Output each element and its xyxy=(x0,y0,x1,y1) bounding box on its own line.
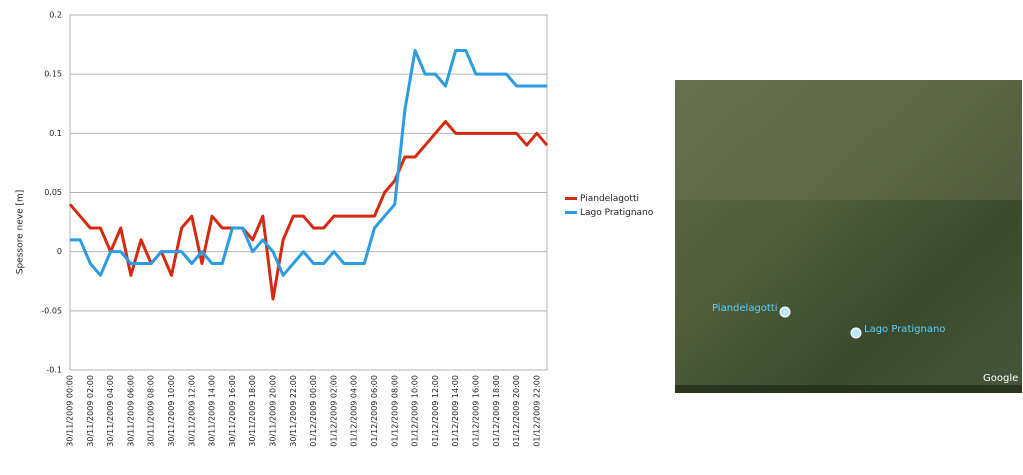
x-tick-label: 30/11/2009 10:00 xyxy=(167,375,176,447)
map-plain xyxy=(675,80,1022,200)
x-tick-label: 01/12/2009 04:00 xyxy=(350,375,359,447)
x-tick-label: 30/11/2009 12:00 xyxy=(187,375,196,447)
x-tick-label: 30/11/2009 22:00 xyxy=(289,375,298,447)
y-tick-label: 0 xyxy=(57,247,62,256)
x-tick-label: 30/11/2009 16:00 xyxy=(228,375,237,447)
x-tick-label: 30/11/2009 08:00 xyxy=(147,375,156,447)
map-label[interactable]: Piandelagotti xyxy=(712,303,778,314)
x-tick-label: 01/12/2009 12:00 xyxy=(431,375,440,447)
x-tick-label: 01/12/2009 14:00 xyxy=(451,375,460,447)
legend-label: Piandelagotti xyxy=(580,194,639,204)
x-tick-label: 01/12/2009 08:00 xyxy=(390,375,399,447)
x-tick-label: 01/12/2009 10:00 xyxy=(411,375,420,447)
y-tick-label: 0.2 xyxy=(49,11,62,20)
x-tick-label: 30/11/2009 20:00 xyxy=(268,375,277,447)
map-marker[interactable] xyxy=(779,306,791,318)
map-label[interactable]: Lago Pratignano xyxy=(864,324,945,335)
y-tick-label: -0.05 xyxy=(41,306,62,315)
y-tick-label: -0.1 xyxy=(46,366,62,375)
data-line xyxy=(70,49,547,277)
x-tick-label: 01/12/2009 20:00 xyxy=(512,375,521,447)
x-tick-label: 30/11/2009 06:00 xyxy=(126,375,135,447)
x-tick-label: 01/12/2009 22:00 xyxy=(532,375,541,447)
x-tick-label: 30/11/2009 04:00 xyxy=(106,375,115,447)
y-axis-label: Spessore neve [m] xyxy=(16,190,26,275)
x-tick-label: 30/11/2009 14:00 xyxy=(208,375,217,447)
x-tick-label: 30/11/2009 00:00 xyxy=(66,375,75,447)
data-line xyxy=(68,120,549,301)
x-tick-label: 30/11/2009 18:00 xyxy=(248,375,257,447)
y-tick-label: 0.15 xyxy=(44,70,62,79)
x-tick-label: 30/11/2009 02:00 xyxy=(86,375,95,447)
x-tick-label: 01/12/2009 16:00 xyxy=(471,375,480,447)
map-background xyxy=(675,80,1022,393)
y-tick-label: 0.1 xyxy=(49,129,62,138)
x-tick-label: 01/12/2009 06:00 xyxy=(370,375,379,447)
legend-label: Lago Pratignano xyxy=(580,208,654,218)
x-tick-label: 01/12/2009 18:00 xyxy=(492,375,501,447)
map-footer xyxy=(675,385,1022,393)
map-marker[interactable] xyxy=(850,327,862,339)
y-tick-label: 0.05 xyxy=(44,188,62,197)
x-tick-label: 01/12/2009 00:00 xyxy=(309,375,318,447)
map-brand: Google xyxy=(983,373,1018,384)
x-tick-label: 01/12/2009 02:00 xyxy=(329,375,338,447)
map: Piandelagotti Lago Pratignano Google xyxy=(675,80,1022,393)
